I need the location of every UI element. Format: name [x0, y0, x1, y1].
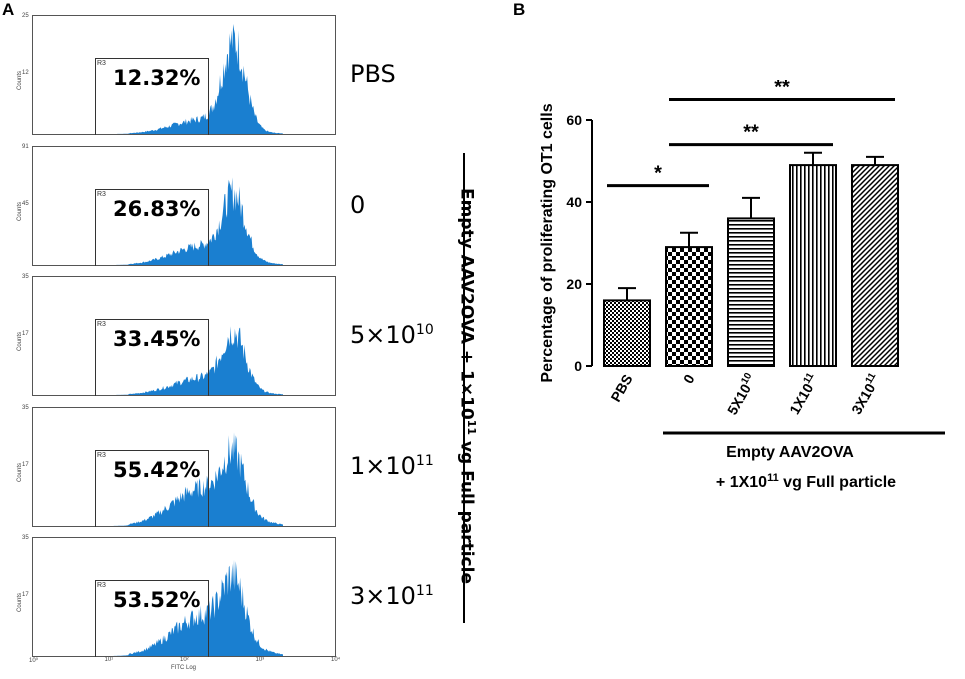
y-tick-label: 0 [574, 358, 582, 374]
panel-b-bar-chart: 0 20 40 60 Percentage of proliferating OT1 c… [539, 80, 945, 491]
group-label-sup: 11 [767, 472, 779, 484]
histogram-box: R3 12.32% [32, 15, 336, 135]
significance-label: ** [743, 122, 759, 144]
gate-bracket [95, 319, 209, 396]
group-label-tail: vg Full particle [779, 474, 896, 491]
histogram-box: R3 26.83% [32, 145, 336, 266]
condition-label: PBS [350, 60, 396, 88]
significance-label: ** [774, 80, 790, 99]
panel-b-letter: B [513, 0, 526, 19]
gate-bracket [95, 580, 209, 657]
x-tick-label: 10² [180, 657, 189, 663]
histogram-plot [108, 431, 283, 526]
histogram-plot [108, 24, 283, 134]
x-axis-label: FITC Log [171, 665, 197, 671]
condition-label: 3×1011 [350, 582, 434, 610]
y-tick-mid: 45 [22, 200, 29, 207]
condition-label: 5×1010 [350, 321, 434, 349]
histogram-area [108, 326, 283, 395]
y-tick-max: 91 [22, 143, 29, 150]
y-tick-mid: 17 [22, 592, 29, 598]
y-axis-label: Percentage of proliferating OT1 cells [539, 103, 556, 382]
y-tick-max: 35 [22, 404, 29, 411]
y-tick-mid: 12 [22, 70, 29, 76]
panel-a-bracket-label: Empty AAV2OVA + 1×1011 vg Full particle [456, 188, 478, 584]
x-tick-label: 10⁴ [331, 657, 341, 663]
gate-percent: 33.45% [113, 327, 201, 351]
histogram-box: R3 55.42% [32, 406, 336, 527]
histogram-box: R3 53.52% [32, 537, 336, 657]
histogram-area [108, 431, 283, 526]
gate-label: R3 [97, 190, 106, 198]
y-tick-label: 40 [566, 194, 582, 210]
group-label-line2: + 1X1011 vg Full particle [716, 472, 896, 491]
condition-label: 1×1011 [350, 451, 434, 480]
x-category-label: 5X1010 [723, 371, 760, 418]
y-tick-label: 60 [566, 112, 582, 128]
gate-percent: 26.83% [113, 196, 201, 221]
x-tick-label: 10⁰ [29, 658, 39, 664]
y-tick-max: 25 [22, 13, 29, 19]
gate-label: R3 [97, 60, 106, 67]
bar-1 [665, 246, 713, 368]
bar-0 [603, 299, 651, 367]
x-category-label: 0 [680, 371, 698, 386]
y-tick-max: 35 [22, 274, 29, 280]
x-category-sup: 11 [802, 371, 817, 386]
y-tick-mid: 17 [22, 461, 29, 468]
x-category-sup: 11 [864, 371, 879, 386]
gate-label: R3 [97, 451, 106, 459]
histogram-box: R3 33.45% [32, 276, 336, 396]
gate-label: R3 [97, 582, 106, 589]
bar-3 [789, 164, 837, 367]
histogram-plot [108, 176, 283, 265]
x-category-label: PBS [607, 372, 635, 405]
bar-2 [727, 217, 775, 367]
histogram-area [108, 24, 283, 134]
y-tick-max: 35 [22, 535, 29, 541]
gate-label: R3 [97, 321, 106, 328]
x-tick-label: 10¹ [104, 657, 114, 663]
bracket-label-tail: vg Full particle [456, 440, 477, 584]
x-tick-label: 10³ [255, 657, 265, 663]
gate-bracket [95, 449, 209, 527]
histogram-plot [108, 559, 283, 656]
y-tick-label: 20 [566, 276, 582, 292]
significance-label: * [654, 163, 662, 185]
panel-a-bracket-line [463, 153, 465, 623]
panel-a-letter: A [2, 0, 15, 19]
histogram-plot [108, 326, 283, 395]
x-category-label: 1X1011 [785, 371, 822, 417]
histogram-area [108, 176, 283, 265]
y-tick-mid: 17 [22, 331, 29, 337]
gate-bracket [95, 58, 209, 135]
gate-percent: 53.52% [113, 588, 201, 612]
histogram-area [108, 559, 283, 656]
bar-4 [851, 164, 899, 367]
bracket-label-sup: 11 [465, 419, 478, 436]
condition-label: 0 [350, 190, 366, 219]
gate-percent: 55.42% [113, 457, 201, 482]
bracket-label-main: Empty AAV2OVA + 1×10 [456, 188, 477, 420]
gate-bracket [95, 188, 209, 266]
gate-percent: 12.32% [113, 66, 201, 90]
x-category-label: 3X1011 [847, 371, 884, 417]
group-label-line1: Empty AAV2OVA [726, 444, 854, 461]
x-category-sup: 10 [739, 371, 754, 387]
